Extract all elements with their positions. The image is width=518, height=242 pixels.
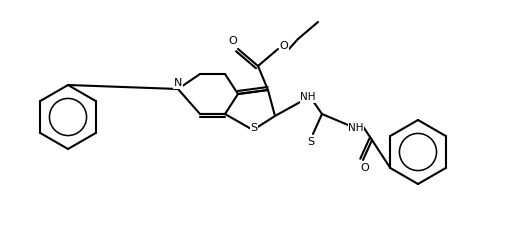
Text: NH: NH (300, 92, 316, 102)
Text: O: O (361, 163, 369, 173)
Text: S: S (308, 137, 314, 147)
Text: NH: NH (348, 123, 364, 133)
Text: O: O (228, 36, 237, 46)
Text: N: N (174, 78, 182, 88)
Text: O: O (280, 41, 289, 51)
Text: S: S (250, 123, 257, 133)
